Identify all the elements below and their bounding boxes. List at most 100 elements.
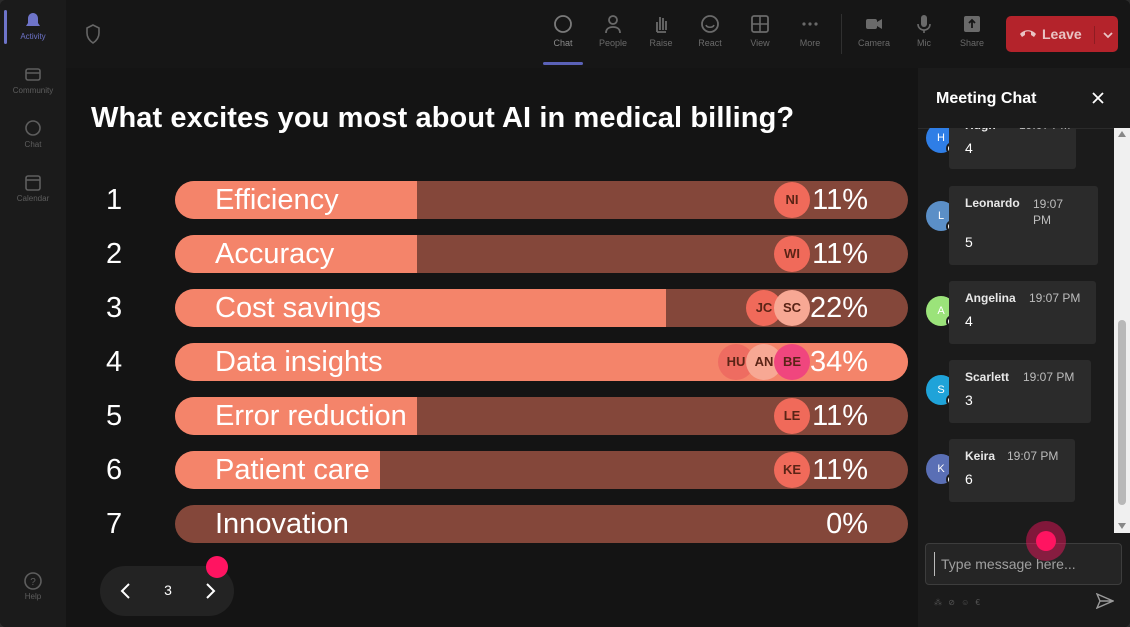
rail-label: Activity <box>20 32 46 41</box>
rail-active-indicator <box>4 10 7 44</box>
chat-message[interactable]: Keira 19:07 PM 6 <box>949 439 1075 502</box>
rail-item-community[interactable]: Community <box>0 66 66 95</box>
toolbar-label: More <box>799 38 821 48</box>
chat-message[interactable]: Leonardo 19:07 PM 5 <box>949 186 1098 265</box>
toolbar-people-button[interactable]: People <box>591 10 635 48</box>
message-text: 3 <box>965 392 973 408</box>
chat-icon <box>25 120 41 136</box>
rail-item-chat[interactable]: Chat <box>0 120 66 149</box>
voter-avatar: KE <box>774 452 810 488</box>
chat-message[interactable]: Angelina 19:07 PM 4 <box>949 281 1096 344</box>
option-number: 2 <box>106 238 123 270</box>
toolbar-raise-button[interactable]: Raise <box>639 10 683 48</box>
leave-button[interactable]: Leave <box>1006 16 1118 52</box>
chat-message-list[interactable]: H Hugh 19:07 PM 4 L Leonardo 19:07 PM 5 A Angelin… <box>918 128 1114 533</box>
message-time: 19:07 PM <box>1029 291 1081 305</box>
chat-message[interactable]: Hugh 19:07 PM 4 <box>949 128 1076 169</box>
rail-item-help[interactable]: ? Help <box>0 572 66 601</box>
rail-item-calendar[interactable]: Calendar <box>0 174 66 203</box>
rail-item-activity[interactable]: Activity <box>0 12 66 41</box>
toolbar-more-button[interactable]: More <box>788 10 832 48</box>
phone-hangup-icon <box>1020 30 1036 37</box>
chat-compose-box[interactable] <box>925 543 1122 585</box>
option-percent: 11% <box>812 400 868 432</box>
active-tab-indicator <box>543 62 583 65</box>
send-icon[interactable] <box>1096 593 1114 609</box>
format-toolbar[interactable]: ⁂ ⊘ ☺ € <box>934 598 982 607</box>
toolbar-chat-button[interactable]: Chat <box>541 10 585 48</box>
help-icon: ? <box>24 572 42 590</box>
shield-icon[interactable] <box>85 24 101 44</box>
sender-name: Leonardo <box>965 196 1020 210</box>
option-bar: Efficiency 11% NI <box>175 181 908 219</box>
pointer-marker <box>206 556 228 578</box>
option-number: 5 <box>106 400 123 432</box>
message-text: 4 <box>965 140 973 156</box>
toolbar-share-button[interactable]: Share <box>950 10 994 48</box>
chat-title: Meeting Chat <box>936 90 1037 107</box>
chat-message[interactable]: Scarlett 19:07 PM 3 <box>949 360 1091 423</box>
toolbar-separator <box>841 14 842 54</box>
message-time: 19:07 PM <box>1023 370 1075 384</box>
avatar-initial: A <box>937 305 945 317</box>
rail-label: Calendar <box>16 194 50 203</box>
hand-icon <box>656 17 667 33</box>
message-time: 19:07 PM <box>1007 449 1059 463</box>
leave-options-chevron[interactable] <box>1094 26 1115 44</box>
smile-icon <box>701 15 719 33</box>
option-fill <box>175 235 417 273</box>
rail-label: Help <box>24 592 42 601</box>
scroll-thumb[interactable] <box>1118 320 1126 505</box>
toolbar-camera-button[interactable]: Camera <box>852 10 896 48</box>
option-fill <box>175 451 380 489</box>
avatar-initial: K <box>937 463 945 475</box>
option-bar: Error reduction 11% LE <box>175 397 908 435</box>
option-number: 7 <box>106 508 123 540</box>
option-label: Efficiency <box>215 184 339 216</box>
scroll-down-arrow[interactable] <box>1118 523 1126 529</box>
scroll-up-arrow[interactable] <box>1118 131 1126 137</box>
toolbar-view-button[interactable]: View <box>738 10 782 48</box>
poll-pager: 3 <box>100 566 234 616</box>
meeting-chat-panel: Meeting Chat H Hugh 19:07 PM 4 L Leonardo 19:0… <box>918 68 1130 627</box>
bell-icon <box>26 13 40 26</box>
toolbar-label: Share <box>959 38 985 48</box>
poll-option-row: 3 Cost savings 22% JC SC <box>66 289 918 327</box>
option-bar: Patient care 11% KE <box>175 451 908 489</box>
chevron-left-icon[interactable] <box>116 580 136 602</box>
poll-option-row: 7 Innovation 0% <box>66 505 918 543</box>
message-time: 19:07 PM <box>1019 128 1070 132</box>
sender-name: Scarlett <box>965 370 1010 384</box>
avatar-initial: S <box>937 384 945 396</box>
chat-scrollbar[interactable] <box>1114 128 1130 533</box>
rail-label: Community <box>12 86 54 95</box>
left-rail: Activity Community Chat Calendar ? Help <box>0 0 67 627</box>
chevron-down-icon <box>1103 32 1113 39</box>
option-number: 6 <box>106 454 123 486</box>
meeting-toolbar: Chat People Raise React View More Camera <box>66 0 1130 68</box>
option-percent: 11% <box>812 238 868 270</box>
poll-question: What excites you most about AI in medica… <box>91 102 795 134</box>
toolbar-label: Chat <box>553 38 573 48</box>
cursor-dot <box>1036 531 1056 551</box>
toolbar-label: Mic <box>917 38 931 48</box>
option-percent: 0% <box>826 508 868 540</box>
calendar-icon <box>25 175 41 191</box>
option-fill <box>175 289 666 327</box>
rail-label: Chat <box>24 140 42 149</box>
option-number: 4 <box>106 346 123 378</box>
chat-message-input[interactable] <box>934 552 1118 576</box>
option-label: Cost savings <box>215 292 382 324</box>
toolbar-label: React <box>698 38 722 48</box>
chevron-right-icon[interactable] <box>200 580 220 602</box>
toolbar-mic-button[interactable]: Mic <box>902 10 946 48</box>
avatar-initial: L <box>937 210 945 222</box>
camera-off-icon <box>866 19 882 29</box>
close-icon[interactable] <box>1090 90 1106 106</box>
page-number: 3 <box>164 582 172 598</box>
toolbar-react-button[interactable]: React <box>688 10 732 48</box>
mic-icon <box>917 15 931 33</box>
option-bar: Cost savings 22% JC SC <box>175 289 908 327</box>
people-icon <box>605 15 621 34</box>
toolbar-label: Camera <box>857 38 890 48</box>
